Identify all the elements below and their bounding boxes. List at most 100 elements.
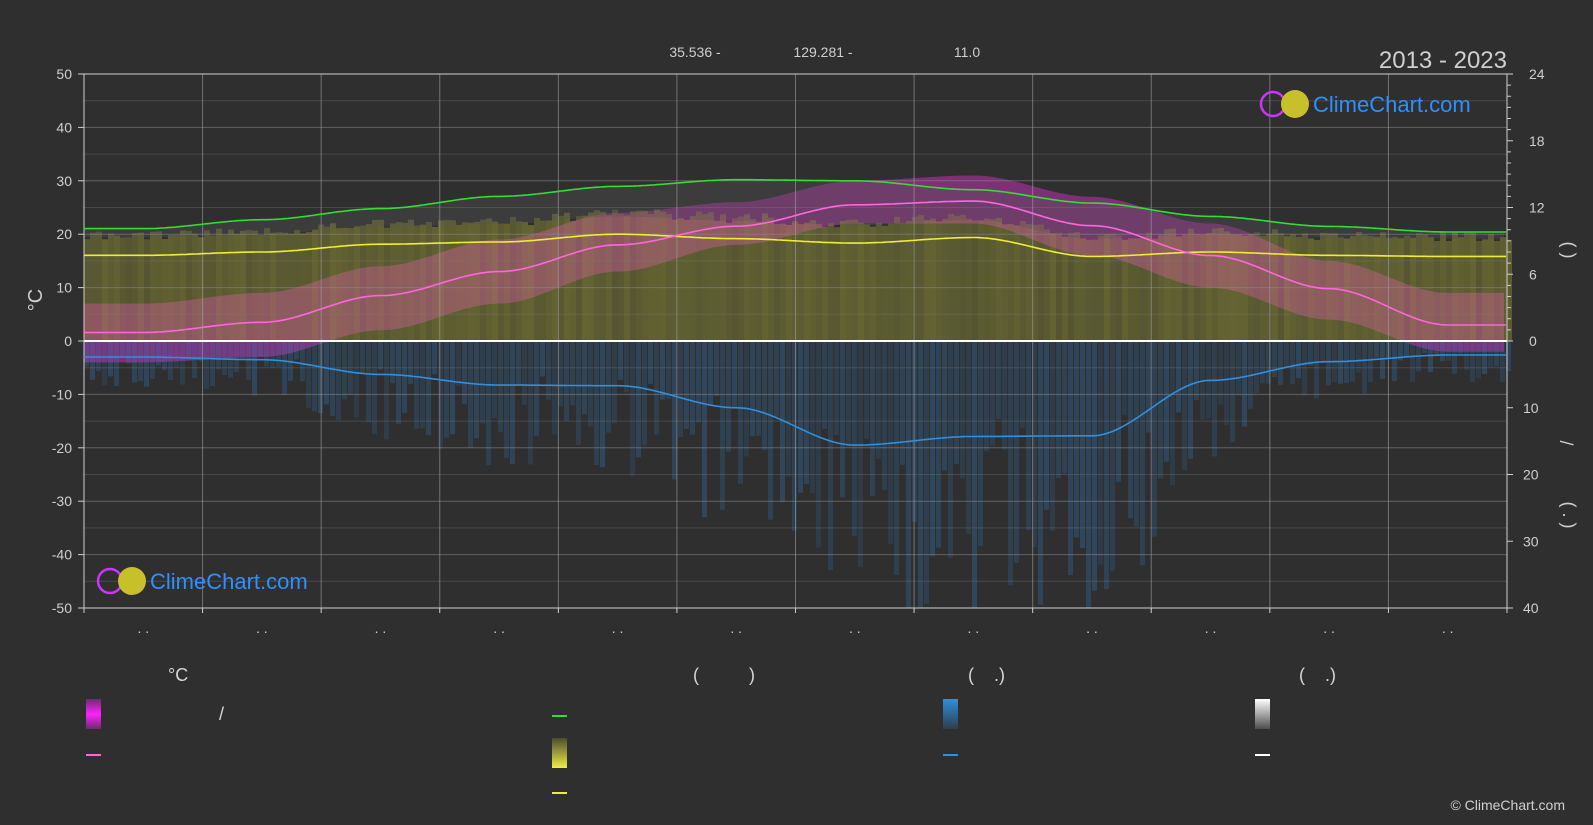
left-tick-label: -50 [52, 600, 72, 616]
precipitation-bar [654, 341, 659, 435]
daylight-line [84, 178, 1506, 233]
sunshine-bar [1044, 229, 1050, 341]
precipitation-bar [282, 341, 287, 395]
sunshine-bar [1128, 238, 1134, 341]
sunshine-bar [1068, 232, 1074, 341]
sunshine-bar [264, 228, 270, 341]
temp-range-swatch [86, 699, 101, 729]
right-tick-label: 20 [1523, 467, 1539, 483]
precipitation-bar [708, 341, 713, 406]
sunshine-bar [960, 214, 966, 341]
precipitation-bar [1368, 341, 1373, 382]
sunshine-bar [1116, 235, 1122, 341]
legend-temp-range-label: / [219, 704, 225, 724]
sunshine-bar [972, 220, 978, 341]
precipitation-bar [498, 341, 503, 433]
sunshine-bar [216, 228, 222, 341]
sunshine-bar [852, 219, 858, 341]
sunshine-bar [1386, 237, 1392, 341]
precipitation-bar [276, 341, 281, 368]
sunshine-bar [1218, 227, 1224, 341]
sunshine-bar [312, 229, 318, 341]
sunshine-bar [840, 220, 846, 341]
logo-bottom: ClimeChart.com [96, 567, 308, 595]
sunshine-bar [498, 223, 504, 341]
sunshine-bar [882, 225, 888, 341]
precipitation-bar [1482, 341, 1487, 374]
sunshine-bar [876, 222, 882, 341]
precipitation-bar [756, 341, 761, 436]
sunshine-bar [966, 218, 972, 341]
sunshine-bar [402, 222, 408, 341]
precipitation-bar [138, 341, 143, 382]
precipitation-bar [84, 341, 89, 367]
sunshine-bar [918, 215, 924, 341]
precipitation-bar [1326, 341, 1331, 386]
left-tick-label: 50 [56, 66, 72, 82]
precipitation-bar [126, 341, 131, 364]
sunshine-bar [546, 220, 552, 341]
precipitation-bar [444, 341, 449, 438]
precipitation-bar [180, 341, 185, 385]
sunshine-bar [1446, 241, 1452, 341]
sunshine-bar [156, 231, 162, 341]
sunshine-bar [564, 212, 570, 341]
precipitation-bar [1008, 341, 1013, 586]
precipitation-bar [534, 341, 539, 436]
precipitation-bar [750, 341, 755, 437]
precipitation-bar [336, 341, 341, 420]
sunshine-bar [996, 217, 1002, 341]
precipitation-bar [342, 341, 347, 400]
sunshine-bar [726, 222, 732, 341]
precipitation-bar [924, 341, 929, 605]
precipitation-bar [522, 341, 527, 405]
sunshine-bar [162, 239, 168, 341]
sunshine-bar [282, 232, 288, 341]
precipitation-bar [1170, 341, 1175, 486]
precipitation-bars [84, 341, 1511, 608]
precipitation-bar [120, 341, 125, 358]
precipitation-bar [1314, 341, 1319, 399]
precipitation-bar [1104, 341, 1109, 590]
sunshine-bar [744, 214, 750, 341]
precipitation-bar [1452, 341, 1457, 374]
sunshine-bar [1428, 237, 1434, 341]
precipitation-bar [168, 341, 173, 380]
precipitation-bar [1020, 341, 1025, 428]
precipitation-bar [96, 341, 101, 372]
sunshine-bar [540, 220, 546, 341]
precipitation-bar [726, 341, 731, 452]
sunshine-bar [414, 225, 420, 341]
precipitation-bar [1140, 341, 1145, 566]
precipitation-bar [666, 341, 671, 399]
precipitation-bar [354, 341, 359, 418]
sunshine-bar [912, 216, 918, 341]
sunshine-bar [1350, 235, 1356, 341]
sunshine-bar [576, 216, 582, 341]
sunshine-bar [714, 220, 720, 341]
sunshine-bar [1392, 237, 1398, 341]
sunshine-bar [1170, 228, 1176, 341]
sunshine-bar [1152, 238, 1158, 341]
precipitation-bar [1284, 341, 1289, 368]
sunshine-bar [834, 227, 840, 341]
precipitation-bar [1338, 341, 1343, 384]
precipitation-bar [1374, 341, 1379, 358]
precipitation-bar [684, 341, 689, 429]
precipitation-bar [1032, 341, 1037, 548]
precipitation-bar [960, 341, 965, 479]
sunshine-bar [1098, 235, 1104, 341]
precipitation-bar [1494, 341, 1499, 367]
precipitation-bar [1080, 341, 1085, 549]
sunshine-bar [396, 222, 402, 341]
precipitation-bar [1296, 341, 1301, 379]
sunshine-bar [660, 211, 666, 341]
precipitation-bar [324, 341, 329, 405]
sunshine-bar [198, 237, 204, 341]
sunshine-bar [1026, 224, 1032, 341]
sunshine-bar [696, 211, 702, 341]
latitude-label: 35.536 - [669, 44, 721, 60]
sunshine-bar [1032, 224, 1038, 341]
sunshine-bar [756, 221, 762, 341]
sunshine-bar [888, 223, 894, 341]
